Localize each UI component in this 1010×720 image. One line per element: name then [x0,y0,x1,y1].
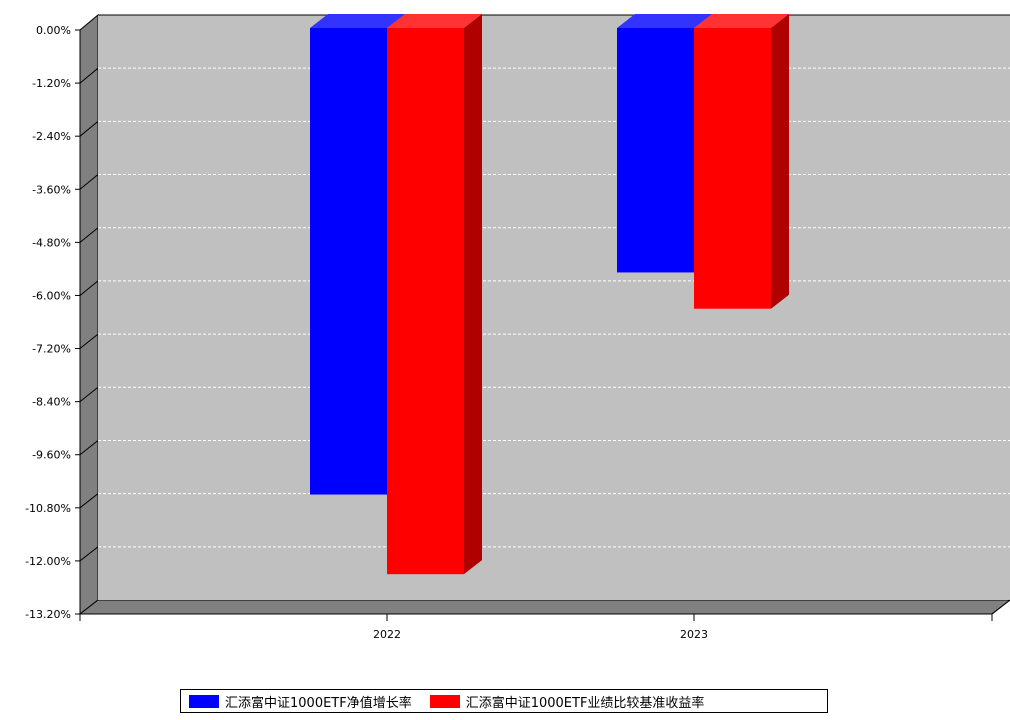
plot-floor [78,599,1010,615]
bar-side-face [771,14,789,309]
plot-area [98,15,1010,600]
bar-top-face [694,14,789,28]
y-axis-ticks: 0.00% -1.20% -2.40% -3.60% -4.80% -6.00% -7.20… [25,24,80,621]
bar-front-face [694,28,771,309]
legend-swatch-red [429,694,460,708]
bar-2022-benchmark [387,14,482,575]
bar-front-face [387,28,464,575]
wall-gridline [79,333,99,349]
wall-gridline [79,280,99,296]
y-tick-label: -2.40% [32,130,71,143]
y-tick-label: -10.80% [25,502,71,515]
y-tick-label: -3.60% [32,183,71,196]
gridlines [79,67,1010,562]
x-tick-label: 2023 [680,628,708,641]
y-tick-label: -1.20% [32,77,71,90]
wall-gridline [79,67,99,84]
bars [310,14,789,575]
bar-top-face [310,14,405,28]
bar-2023-benchmark [694,14,789,309]
legend-item-benchmark: 汇添富中证1000ETF业绩比较基准收益率 [429,692,705,711]
y-tick-label: -8.40% [32,396,71,409]
y-tick-label: -12.00% [25,555,71,568]
y-tick-label: -6.00% [32,289,71,302]
legend-item-nav: 汇添富中证1000ETF净值增长率 [189,692,412,711]
wall-gridline [79,120,99,137]
legend-label: 汇添富中证1000ETF业绩比较基准收益率 [465,695,705,711]
y-tick-label: -13.20% [25,608,71,621]
wall-gridline [79,174,99,190]
bar-front-face [310,28,387,495]
x-axis-ticks: 2022 2023 [79,599,1010,641]
floor-edge [991,599,1010,615]
y-tick-label: -7.20% [32,343,71,356]
wall-gridline [79,440,99,456]
chart: 0.00% -1.20% -2.40% -3.60% -4.80% -6.00% -7.20… [25,13,1010,641]
wall-gridline [79,386,99,403]
bar-top-face [617,14,712,28]
legend-swatch-blue [189,694,219,708]
y-tick-label: -4.80% [32,236,71,249]
y-tick-label: 0.00% [36,24,71,37]
y-tick-label: -9.60% [32,449,71,462]
wall-gridline [79,493,99,509]
x-tick-label: 2022 [373,628,401,641]
bar-front-face [617,28,694,273]
wall-gridline [79,227,99,243]
legend-label: 汇添富中证1000ETF净值增长率 [225,695,412,711]
plot-side-wall [79,13,99,616]
wall-gridline [79,546,99,562]
bar-top-face [387,14,482,28]
legend: 汇添富中证1000ETF净值增长率 汇添富中证1000ETF业绩比较基准收益率 [180,689,828,713]
bar-side-face [464,14,482,575]
